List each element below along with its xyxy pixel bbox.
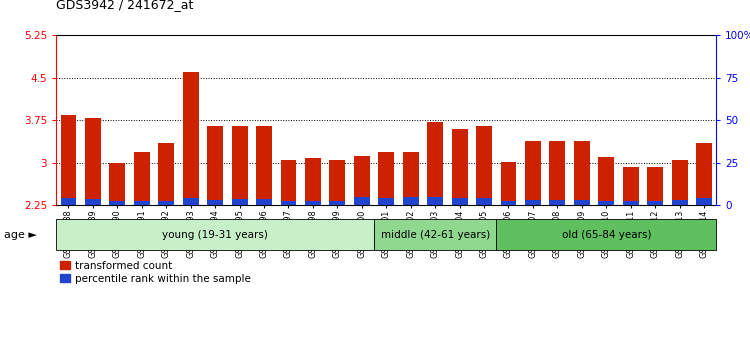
Bar [280, 201, 296, 205]
Bar [574, 200, 590, 205]
Bar [61, 115, 76, 205]
Bar [110, 201, 125, 205]
Bar [232, 126, 248, 205]
Bar [183, 198, 199, 205]
Bar [403, 152, 418, 205]
Bar [110, 163, 125, 205]
Bar [427, 198, 443, 205]
Text: middle (42-61 years): middle (42-61 years) [380, 229, 490, 240]
Bar [452, 129, 467, 205]
Bar [85, 199, 100, 205]
Bar [207, 126, 223, 205]
Bar [232, 199, 248, 205]
Bar [525, 200, 541, 205]
Bar [550, 200, 566, 205]
Bar [622, 167, 639, 205]
Bar [647, 167, 663, 205]
Bar [598, 157, 614, 205]
Bar [672, 160, 688, 205]
Bar [329, 201, 345, 205]
Text: GDS3942 / 241672_at: GDS3942 / 241672_at [56, 0, 194, 11]
Bar [598, 201, 614, 205]
Bar [574, 141, 590, 205]
Bar [696, 198, 712, 205]
Bar [427, 122, 443, 205]
Bar [622, 201, 639, 205]
Bar [158, 201, 174, 205]
Bar [329, 160, 345, 205]
Legend: transformed count, percentile rank within the sample: transformed count, percentile rank withi… [56, 257, 255, 288]
Bar [256, 126, 272, 205]
Bar [354, 156, 370, 205]
Bar [61, 198, 76, 205]
Bar [500, 162, 517, 205]
Bar [134, 201, 150, 205]
Bar [158, 143, 174, 205]
Bar [696, 143, 712, 205]
Bar [476, 126, 492, 205]
Bar [672, 200, 688, 205]
Bar [550, 141, 566, 205]
Bar [374, 219, 496, 250]
Bar [500, 201, 517, 205]
Bar [452, 198, 467, 205]
Bar [305, 158, 321, 205]
Text: young (19-31 years): young (19-31 years) [162, 229, 268, 240]
Bar [256, 199, 272, 205]
Bar [525, 141, 541, 205]
Bar [378, 198, 394, 205]
Bar [378, 152, 394, 205]
Bar [207, 200, 223, 205]
Bar [56, 219, 374, 250]
Bar [280, 160, 296, 205]
Bar [354, 198, 370, 205]
Bar [134, 152, 150, 205]
Bar [305, 201, 321, 205]
Bar [496, 219, 716, 250]
Text: age ►: age ► [4, 229, 37, 240]
Bar [183, 72, 199, 205]
Bar [403, 198, 418, 205]
Bar [85, 118, 100, 205]
Bar [476, 198, 492, 205]
Bar [647, 201, 663, 205]
Text: old (65-84 years): old (65-84 years) [562, 229, 651, 240]
